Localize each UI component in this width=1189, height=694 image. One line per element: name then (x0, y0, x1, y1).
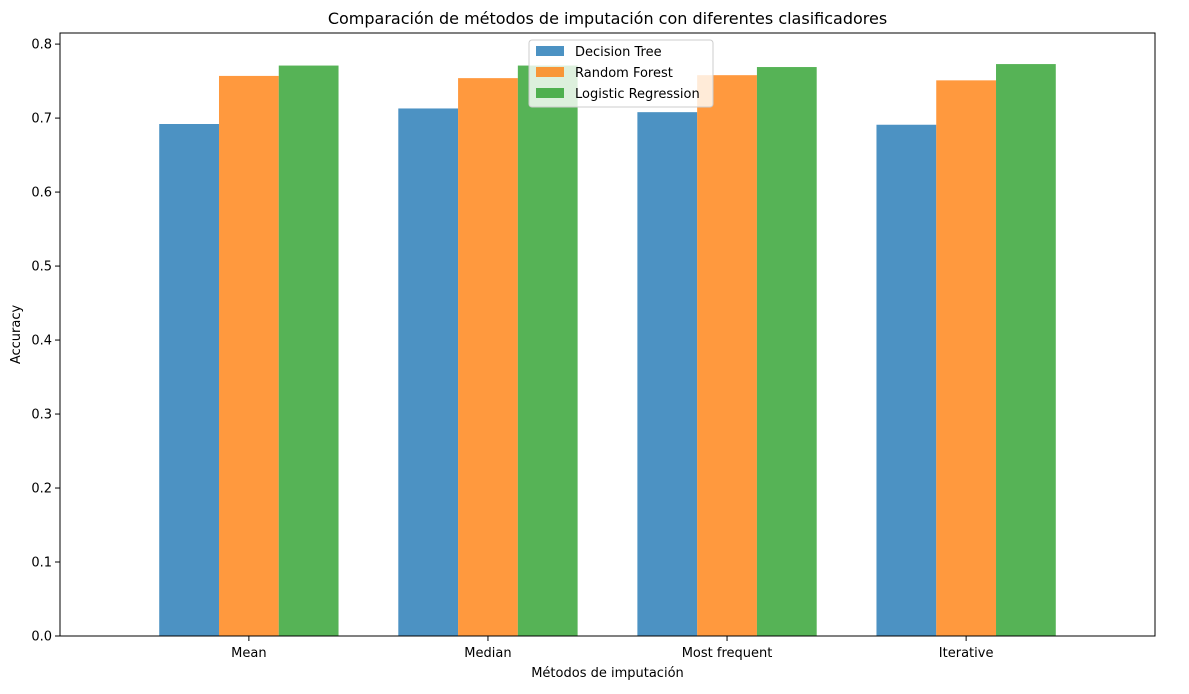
y-tick-label: 0.6 (31, 186, 52, 201)
bar-decision-tree-median (398, 108, 459, 637)
y-tick-label: 0.0 (31, 630, 52, 645)
y-axis-title: Accuracy (9, 305, 24, 365)
legend: Decision Tree Random Forest Logistic Regre… (528, 39, 714, 108)
legend-swatch (536, 46, 564, 56)
bar-random-forest-iterative (936, 80, 997, 636)
y-tick-label: 0.8 (31, 38, 52, 53)
x-axis: Mean Median Most frequent Iterative (231, 636, 993, 661)
x-axis-title: Métodos de imputación (531, 666, 684, 681)
x-tick-label: Iterative (939, 646, 994, 661)
legend-box (528, 39, 714, 108)
legend-label: Random Forest (575, 66, 673, 81)
plot-frame (59, 32, 1156, 637)
y-tick-label: 0.1 (31, 556, 52, 571)
y-tick-label: 0.5 (31, 260, 52, 275)
y-tick-label: 0.4 (31, 334, 52, 349)
bar-logistic-regression-median (517, 65, 578, 636)
legend-swatch (536, 67, 564, 77)
bar-logistic-regression-most-frequent (756, 67, 817, 636)
bar-decision-tree-iterative (876, 124, 937, 636)
legend-label: Logistic Regression (575, 87, 700, 102)
bars-layer (159, 64, 1056, 637)
chart-title: Comparación de métodos de imputación con… (328, 9, 887, 28)
x-tick-label: Most frequent (682, 646, 773, 661)
bar-decision-tree-mean (159, 124, 219, 636)
x-tick-label: Mean (231, 646, 266, 661)
y-tick-label: 0.2 (31, 482, 52, 497)
bar-random-forest-mean (218, 75, 279, 636)
bar-decision-tree-most-frequent (637, 112, 698, 636)
legend-swatch (536, 88, 564, 98)
y-tick-label: 0.3 (31, 408, 52, 423)
legend-label: Decision Tree (575, 45, 662, 60)
bar-random-forest-median (458, 78, 518, 637)
bar-random-forest-most-frequent (697, 75, 757, 637)
bar-logistic-regression-mean (278, 65, 339, 636)
y-axis: 0.0 0.1 0.2 0.3 0.4 0.5 0.6 0.7 0.8 (31, 38, 60, 645)
x-tick-label: Median (464, 646, 511, 661)
bar-logistic-regression-iterative (996, 64, 1056, 637)
y-tick-label: 0.7 (31, 112, 52, 127)
